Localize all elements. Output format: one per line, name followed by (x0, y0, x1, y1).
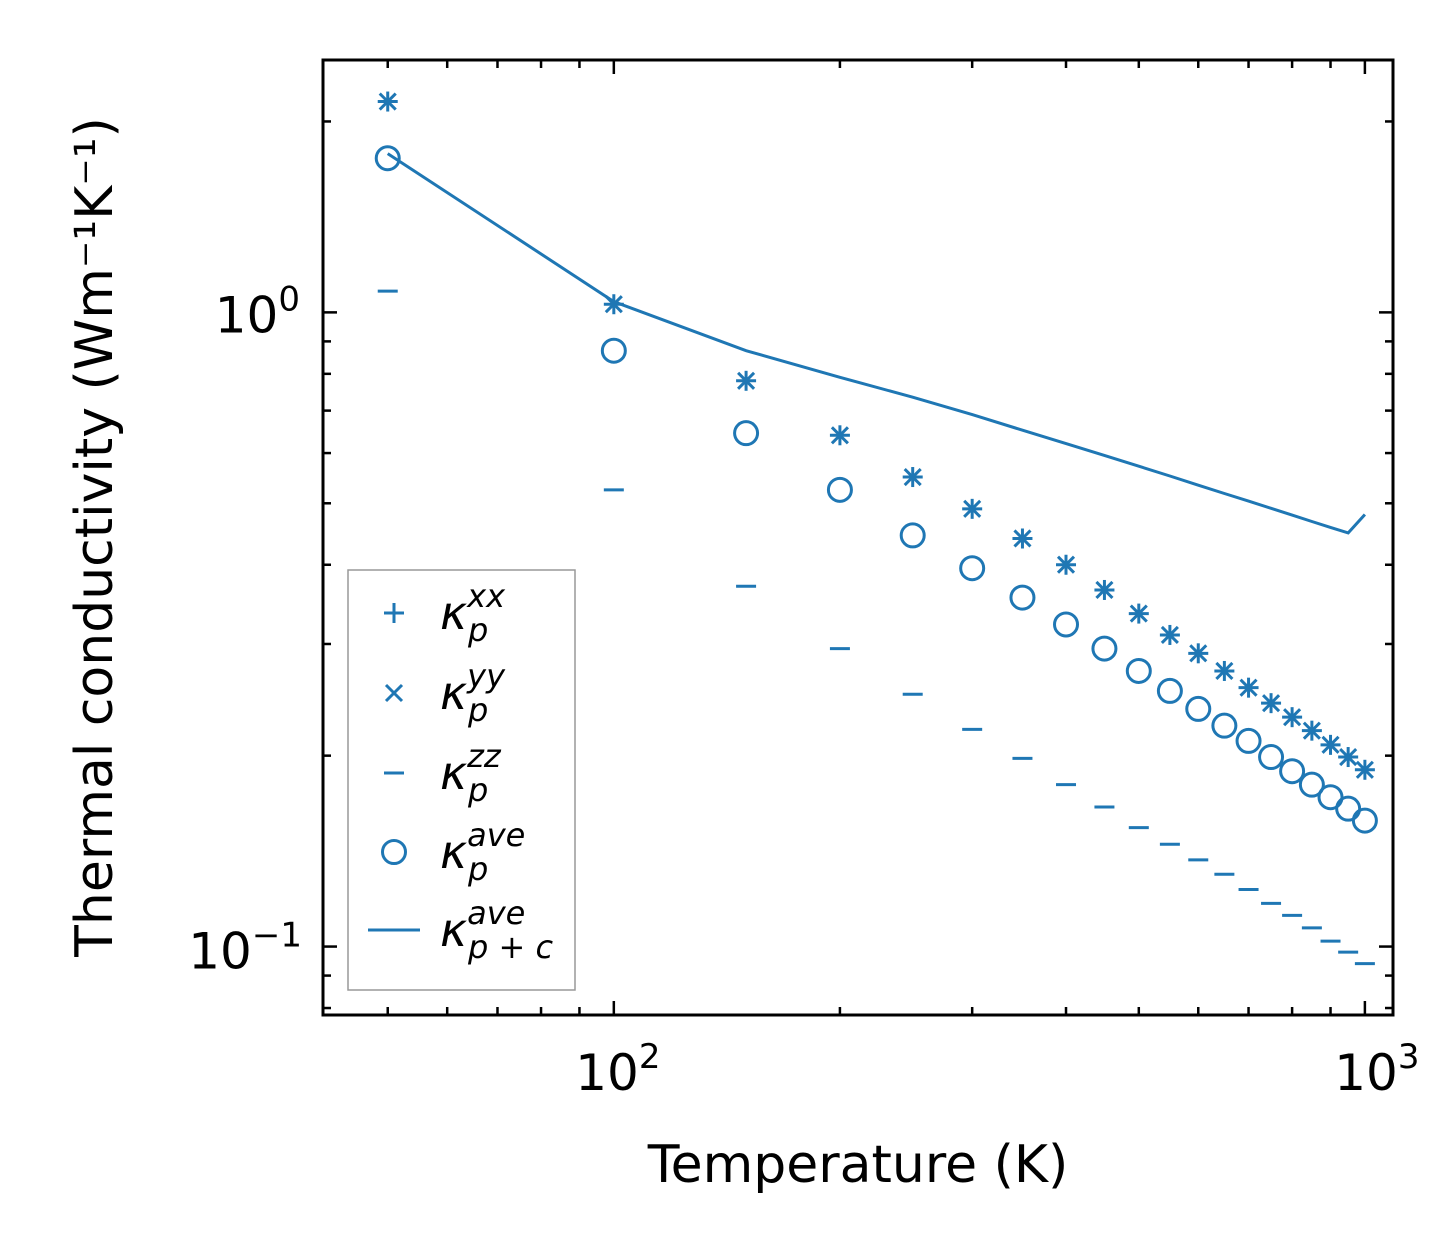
point-kave (1156, 677, 1183, 704)
point-kyy (1160, 625, 1179, 645)
legend-label: κave (440, 894, 525, 957)
series-kyy (378, 92, 1374, 779)
point-kyy (1339, 747, 1358, 767)
point-kave (374, 145, 401, 172)
point-kyy (378, 92, 397, 111)
axes-frame (321, 58, 1395, 1017)
point-kyy (963, 499, 982, 518)
x-tick-label: 103 (1334, 1037, 1419, 1102)
legend-label: κzz (440, 737, 502, 800)
legend-marker (384, 683, 404, 703)
legend-marker (381, 839, 407, 865)
y-tick-label: 10−1 (188, 916, 302, 981)
point-kave (733, 420, 760, 447)
point-kave (1009, 584, 1036, 611)
point-kyy (903, 467, 922, 487)
legend-subscript: p (467, 691, 488, 729)
point-kyy (1302, 721, 1321, 740)
point-kave (1185, 695, 1212, 722)
point-kave (1235, 727, 1262, 754)
point-kyy (1261, 694, 1281, 713)
point-kyy (1189, 644, 1208, 663)
axis-ticks: 102 103 10−1 100 (188, 60, 1420, 1102)
x-axis-label: Temperature (K) (647, 1135, 1069, 1195)
point-kyy (1095, 580, 1114, 600)
point-kyy (1013, 529, 1032, 548)
point-kave (1211, 712, 1238, 739)
point-kave (1298, 771, 1325, 798)
legend-label: κave (440, 816, 525, 879)
legend-subscript: p (467, 850, 488, 888)
point-kyy (1283, 708, 1302, 727)
point-kyy (737, 371, 756, 390)
legend-subscript: p + c (467, 928, 553, 966)
point-kave (600, 337, 627, 364)
point-kave (1279, 758, 1306, 785)
line-kave_pc (386, 152, 1367, 535)
plot-area (374, 91, 1378, 966)
point-kave (1351, 807, 1378, 834)
point-kyy (830, 426, 849, 445)
legend-label: κyy (440, 657, 506, 720)
point-kave (826, 476, 853, 503)
point-kave (1053, 611, 1080, 638)
point-kyy (1129, 604, 1148, 623)
point-kyy (1321, 735, 1340, 754)
point-kyy (1239, 678, 1258, 697)
point-kave (1335, 795, 1362, 822)
x-tick-label: 102 (575, 1037, 660, 1102)
legend-subscript: p (467, 611, 488, 649)
point-kave (1258, 744, 1285, 771)
legend-label: κxx (440, 577, 506, 640)
legend-subscript: p (467, 771, 488, 809)
series-kzz (377, 289, 1375, 966)
point-kyy (1355, 760, 1374, 779)
point-kave (899, 522, 926, 549)
series-kave_pc (386, 152, 1367, 535)
point-kave (1091, 635, 1118, 662)
legend-marker (384, 603, 404, 623)
point-kyy (1215, 661, 1234, 681)
y-axis-label: Thermal conductivity (Wm⁻¹K⁻¹) (65, 117, 125, 958)
legend-box (347, 569, 576, 991)
point-kave (1125, 657, 1152, 684)
y-tick-label: 100 (215, 279, 300, 344)
series-kave (374, 145, 1378, 834)
point-kave (959, 555, 986, 582)
point-kyy (1056, 555, 1076, 574)
